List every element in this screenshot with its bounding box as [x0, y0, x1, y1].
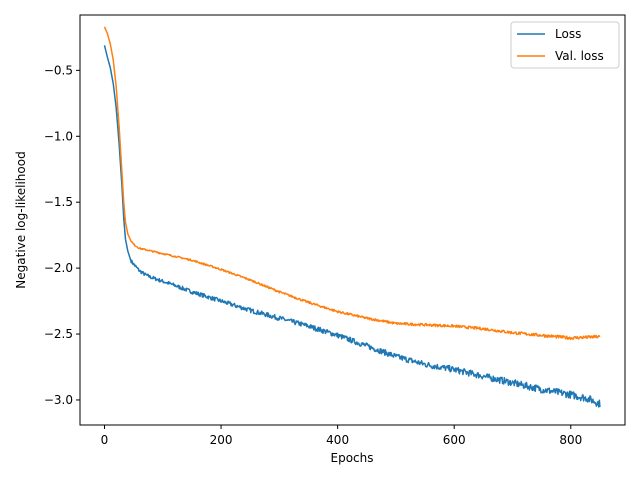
- y-tick-label: −1.0: [44, 129, 73, 143]
- y-axis-label: Negative log-likelihood: [14, 151, 28, 288]
- series-layer: [103, 26, 601, 408]
- x-tick-label: 400: [326, 433, 349, 447]
- y-tick-label: −3.0: [44, 393, 73, 407]
- x-axis: 0 200 400 600 800: [101, 425, 582, 447]
- legend-entry: Val. loss: [555, 49, 604, 63]
- series-line-loss: [103, 45, 601, 408]
- legend-entry: Loss: [555, 27, 581, 41]
- y-axis: −0.5 −1.0 −1.5 −2.0 −2.5 −3.0: [44, 63, 80, 407]
- y-tick-label: −0.5: [44, 63, 73, 77]
- legend: Loss Val. loss: [510, 21, 620, 69]
- x-tick-label: 800: [559, 433, 582, 447]
- x-tick-label: 600: [443, 433, 466, 447]
- y-tick-label: −1.5: [44, 195, 73, 209]
- x-tick-label: 200: [210, 433, 233, 447]
- plot-frame: [79, 14, 626, 426]
- series-line-val-loss: [103, 26, 601, 341]
- x-axis-label: Epochs: [331, 451, 374, 465]
- x-tick-label: 0: [101, 433, 109, 447]
- y-tick-label: −2.0: [44, 261, 73, 275]
- y-tick-label: −2.5: [44, 327, 73, 341]
